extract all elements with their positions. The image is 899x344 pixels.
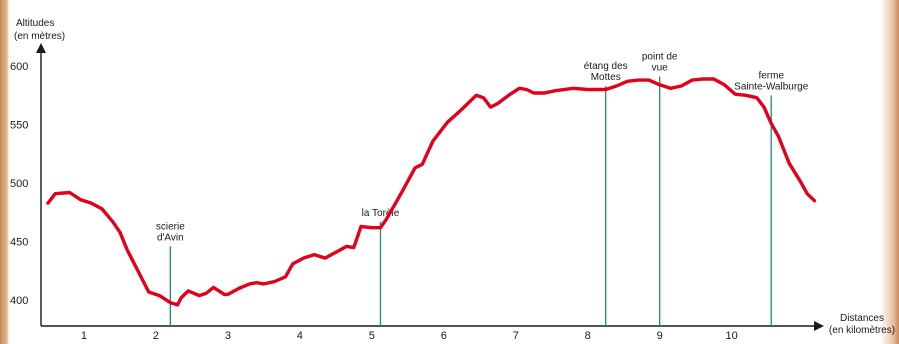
y-tick-label-600: 600 (10, 61, 28, 73)
marker-label-5-line-1: ferme (758, 70, 784, 81)
x-tick-label-4: 4 (297, 330, 303, 339)
x-tick-label-3: 3 (225, 330, 231, 339)
axes (36, 43, 824, 331)
marker-label-1-line-2: d'Avin (157, 232, 184, 243)
y-tick-label-400: 400 (10, 295, 28, 307)
marker-label-3-line-2: Mottes (591, 72, 621, 83)
elevation-line (46, 77, 817, 307)
y-tick-label-450: 450 (10, 237, 28, 249)
y-tick-label-500: 500 (10, 178, 28, 190)
x-tick-label-1: 1 (81, 330, 87, 339)
x-tick-label-2: 2 (153, 330, 159, 339)
x-tick-label-5: 5 (369, 330, 375, 339)
marker-label-3-line-1: étang des (584, 61, 628, 72)
y-tick-labels: 400 450 500 550 600 (10, 61, 28, 307)
marker-label-1-line-1: scierie (156, 221, 185, 232)
x-tick-label-6: 6 (441, 330, 447, 339)
x-tick-label-7: 7 (513, 330, 519, 339)
marker-label-2-line-1: la Torèle (362, 208, 400, 219)
x-tick-label-10: 10 (726, 330, 738, 339)
x-tick-labels: 1 2 3 4 5 6 7 8 9 10 (81, 330, 738, 342)
marker-label-4-line-1: point de (642, 52, 678, 63)
x-axis-title: Distances (en kilomètres) (829, 313, 895, 336)
y-tick-label-550: 550 (10, 120, 28, 132)
x-axis-title-line-1: Distances (840, 313, 884, 324)
x-tick-label-9: 9 (657, 330, 663, 339)
y-axis-title-line-1: Altitudes (16, 18, 54, 29)
elevation-series (46, 77, 817, 307)
y-axis-title-line-2: (en mètres) (14, 31, 65, 42)
x-axis-title-line-2: (en kilomètres) (829, 325, 895, 336)
y-axis-title: Altitudes (en mètres) (14, 18, 65, 42)
marker-label-4-line-2: vue (652, 63, 669, 74)
x-tick-label-8: 8 (585, 330, 591, 339)
marker-label-5-line-2: Sainte-Walburge (734, 81, 809, 92)
